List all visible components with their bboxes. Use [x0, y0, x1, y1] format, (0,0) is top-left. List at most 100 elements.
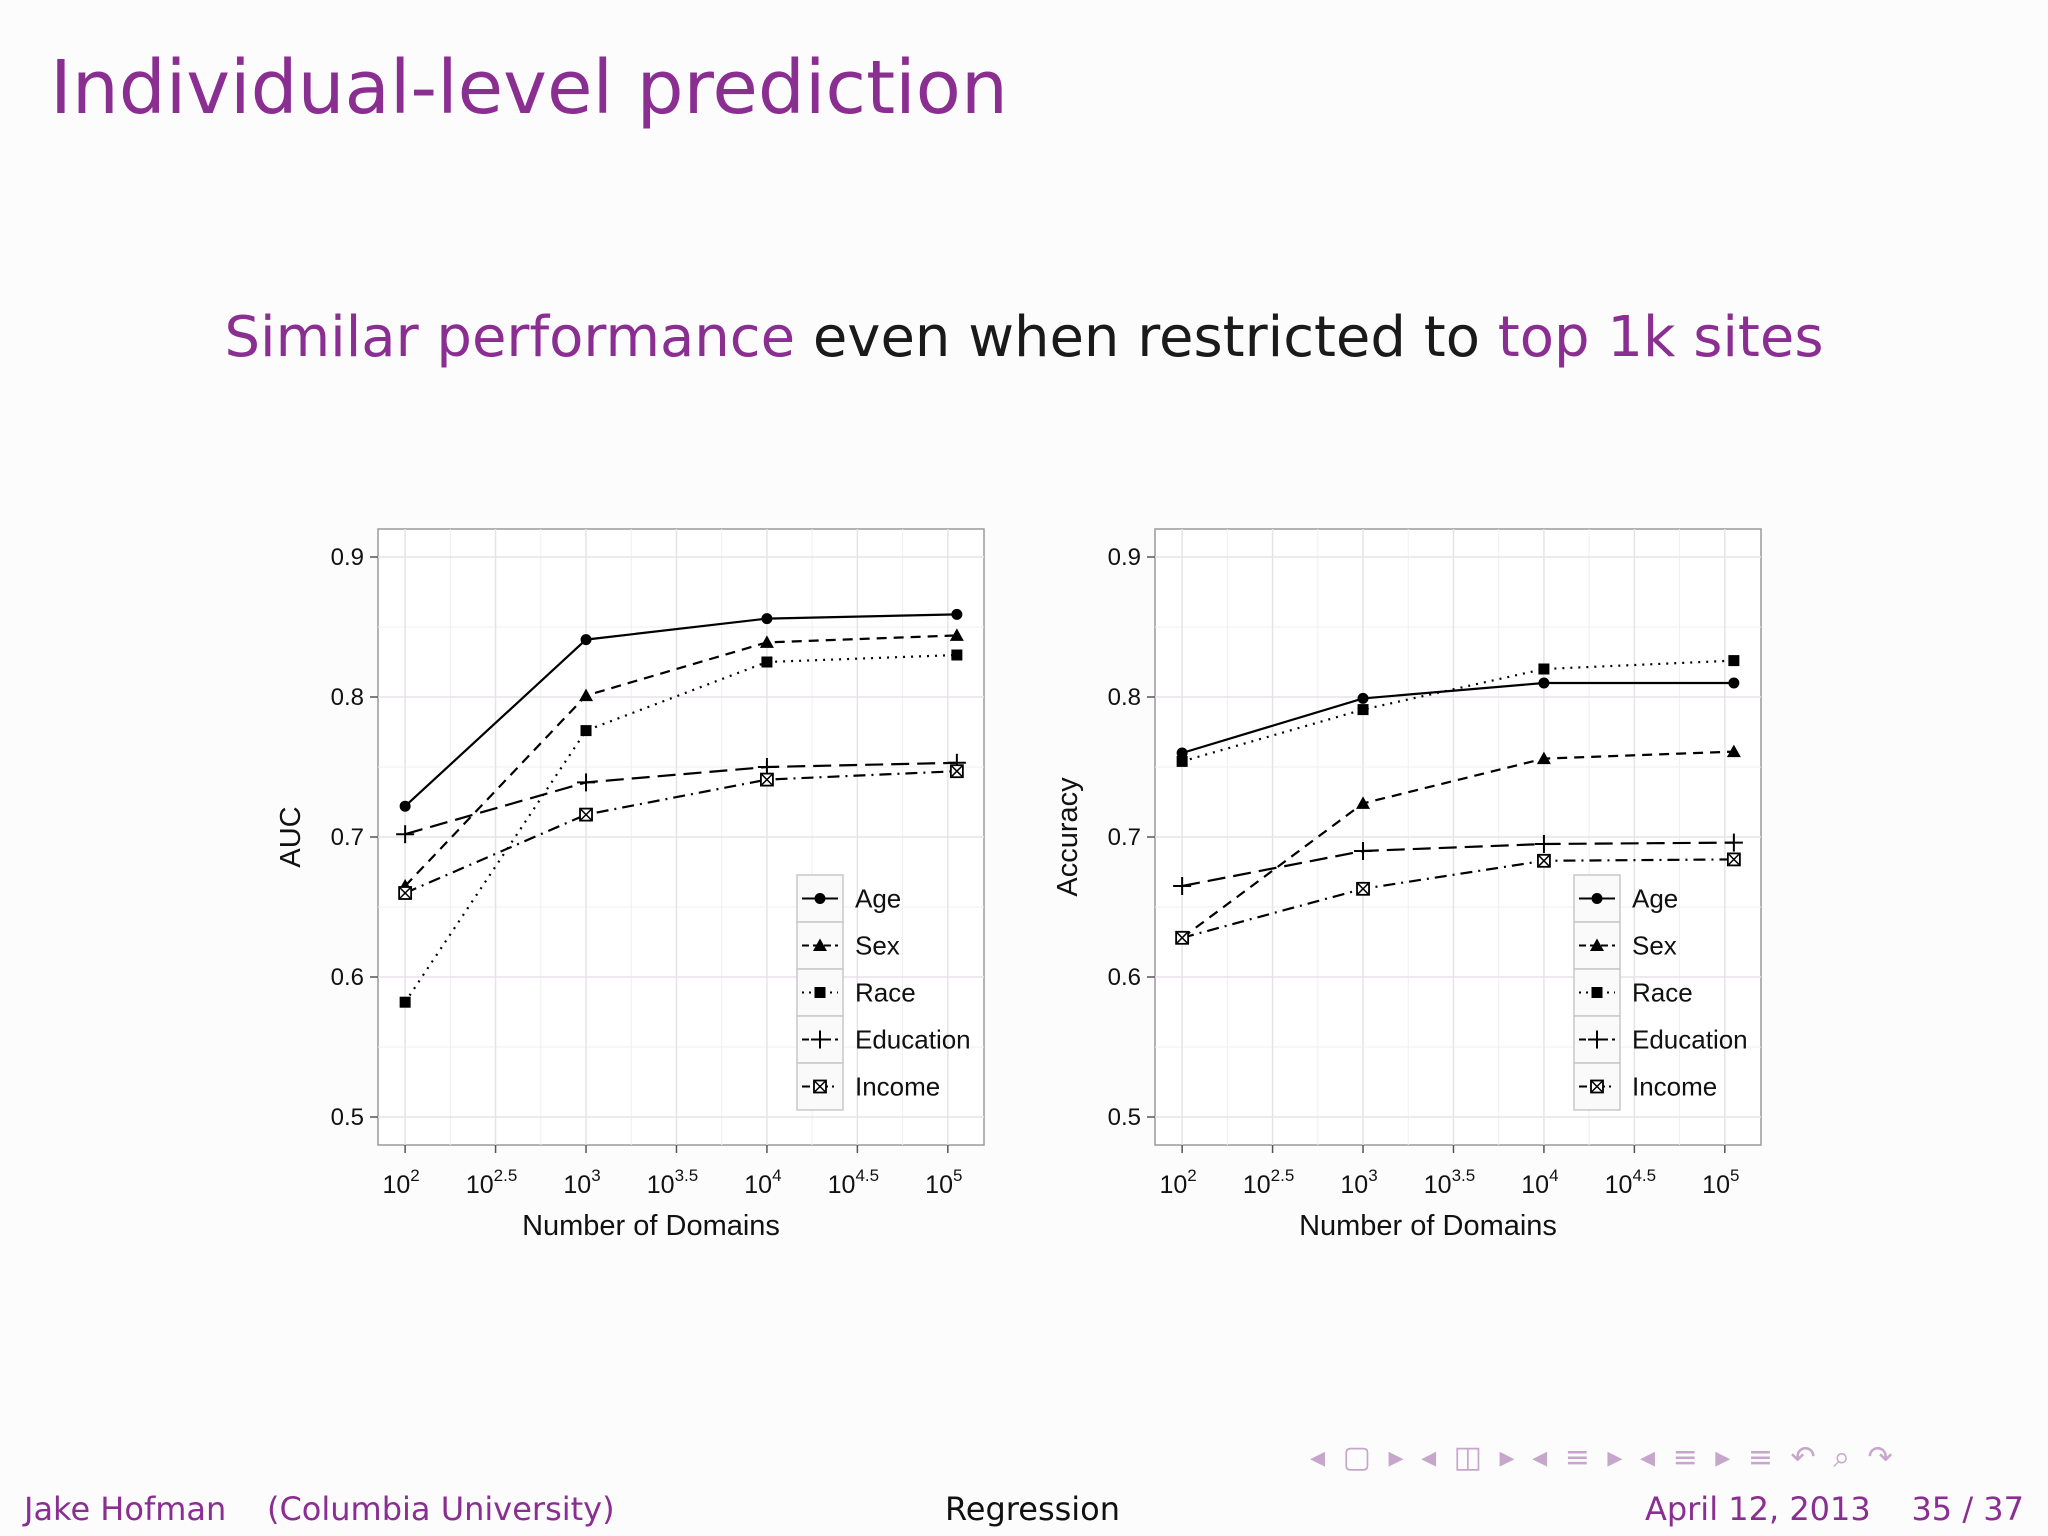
chart1-ytick-label: 0.5 — [331, 1104, 364, 1131]
chart1-xtick-label: 104.5 — [828, 1166, 879, 1199]
chart2-legend-marker-box — [1590, 1079, 1604, 1094]
chart2-series-race-line — [1181, 659, 1734, 763]
chart2-series-race-point — [1176, 755, 1188, 767]
chart2-xtick-label: 103.5 — [1424, 1166, 1475, 1199]
chart1-ytick-label: 0.6 — [331, 964, 364, 991]
chart1-series-age-point — [580, 634, 592, 646]
chart1-series-age-line — [404, 613, 957, 808]
chart2-series-sex-point — [1175, 930, 1190, 944]
chart1-legend-marker — [811, 1030, 829, 1049]
chart2-legend-marker — [1590, 1079, 1604, 1094]
chart2-series-income-line — [1181, 858, 1734, 939]
chart1-series-age-point-shape — [399, 800, 411, 812]
chart1-ylabel: AUC — [275, 806, 307, 867]
chart1-series-sex-point — [579, 688, 594, 702]
chart2-series-race-point — [1728, 655, 1740, 667]
chart1-series-income-point — [579, 807, 593, 822]
chart2-legend-key — [1573, 1015, 1621, 1064]
chart1-series-income-point-d2 — [399, 887, 411, 899]
chart2-series-age-point-shape — [1728, 677, 1740, 689]
chart1-series-sex-point-shape — [759, 635, 774, 648]
chart2-ytick-label: 0.8 — [1108, 684, 1141, 711]
chart1-series-age-point — [399, 800, 411, 812]
chart2-legend-marker — [1588, 1030, 1606, 1049]
subtitle-highlight-2: top 1k sites — [1497, 305, 1824, 370]
chart1-legend-marker-box — [813, 1079, 827, 1094]
chart1-series-income-point-d1 — [580, 809, 592, 821]
chart1-legend-marker — [813, 1079, 827, 1094]
chart1-series-sex-point — [949, 628, 964, 641]
nav-symbols[interactable]: ◂ ▢ ▸ ◂ ◫ ▸ ◂ ≡ ▸ ◂ ≡ ▸ ≡ ↶ ⌕ ↷ — [1310, 1440, 1897, 1475]
chart1-series-sex-point — [759, 635, 774, 648]
chart1-ytick-label: 0.7 — [331, 824, 364, 851]
chart1-series-sex-point-shape — [949, 628, 964, 641]
chart2-legend-marker-shape — [1591, 987, 1603, 998]
chart1-series-income-point — [760, 772, 774, 787]
chart2-series-income-point-box — [1175, 930, 1190, 945]
chart1-series-income-point-d1 — [399, 887, 411, 899]
chart2-series-age-line — [1181, 681, 1734, 755]
chart1-xtick-label: 102 — [382, 1166, 419, 1199]
chart1-legend-marker-shape — [814, 987, 826, 998]
chart2-series-income-point — [1537, 853, 1551, 868]
chart2-legend-label: Race — [1632, 978, 1693, 1008]
chart2-series-income-point-d1 — [1728, 853, 1740, 865]
chart1-series-age-point — [761, 613, 773, 625]
chart2-legend-marker-d1 — [1591, 1080, 1603, 1093]
chart2-legend-marker — [1591, 987, 1603, 998]
footer-author: Jake Hofman — [24, 1490, 227, 1528]
chart2-series-race-point-shape — [1176, 755, 1188, 767]
chart2-ylabel: Accuracy — [1052, 777, 1084, 897]
chart1-legend: Age Sex Race Education Income — [796, 874, 971, 1111]
chart1-legend-key — [796, 874, 844, 923]
chart2-series-education-line — [1181, 841, 1734, 888]
chart1-series-income-point-box — [949, 764, 964, 779]
chart1-series-income-point — [398, 886, 413, 900]
chart1-legend-key — [796, 968, 844, 1017]
chart1-series-race-point — [580, 725, 592, 737]
chart1-legend-marker-shape — [813, 938, 827, 951]
chart1-xtick-label: 105 — [925, 1166, 962, 1199]
slide-title: Individual-level prediction — [50, 45, 1008, 131]
footer-left: Jake Hofman (Columbia University) — [24, 1490, 615, 1528]
chart1-series-race-point — [761, 656, 773, 668]
chart2-xtick-label: 105 — [1702, 1166, 1739, 1199]
chart1-series-sex-point — [398, 879, 413, 892]
chart1-series-income-line — [404, 770, 957, 895]
chart1-legend-marker-d1 — [814, 1080, 826, 1093]
chart2-series-education-point — [1724, 833, 1743, 852]
chart2-series-sex-point-shape — [1536, 751, 1551, 765]
chart1-legend-marker — [813, 938, 827, 951]
chart2-series-race-point — [1538, 663, 1550, 675]
chart2-legend-label: Education — [1632, 1025, 1748, 1055]
chart1-series-education-point — [947, 753, 966, 772]
chart1-series-race-point-shape — [399, 996, 411, 1008]
chart2-legend-marker-d2 — [1591, 1080, 1603, 1093]
chart2-series-income-point — [1175, 930, 1190, 945]
chart2-legend-label: Sex — [1632, 931, 1677, 961]
chart1-legend-label: Education — [855, 1025, 971, 1055]
chart1-series-age-point — [951, 608, 963, 620]
subtitle-highlight-1: Similar performance — [224, 305, 796, 370]
chart2-series-sex-point-shape — [1356, 796, 1371, 809]
chart1-series-income-point — [949, 764, 964, 779]
chart2-panel — [1154, 528, 1762, 1146]
chart1-series-education-line — [404, 761, 957, 836]
chart2-series-age-point-shape — [1538, 677, 1550, 689]
chart1-series-race-point-shape — [580, 725, 592, 737]
chart2-series-income-point-box — [1356, 881, 1370, 896]
chart2-ytick-label: 0.9 — [1108, 544, 1141, 571]
chart2-legend: Age Sex Race Education Income — [1573, 874, 1748, 1111]
chart1-legend-label: Sex — [855, 931, 900, 961]
chart1-series-race-point-shape — [951, 649, 963, 661]
beamer-navigation[interactable]: ◂ ▢ ▸ ◂ ◫ ▸ ◂ ≡ ▸ ◂ ≡ ▸ ≡ ↶ ⌕ ↷ — [1310, 1440, 1897, 1475]
chart2-series-sex-point-shape — [1175, 930, 1190, 944]
chart2-ytick-label: 0.5 — [1108, 1104, 1141, 1131]
chart1-series-sex-line — [404, 634, 957, 887]
chart2-legend-key — [1573, 1062, 1621, 1111]
chart2-series-income-point-d2 — [1176, 932, 1188, 944]
chart2-xtick-label: 104 — [1521, 1166, 1558, 1199]
chart1-xtick-label: 103.5 — [647, 1166, 698, 1199]
chart1-series-education-point — [577, 773, 596, 792]
